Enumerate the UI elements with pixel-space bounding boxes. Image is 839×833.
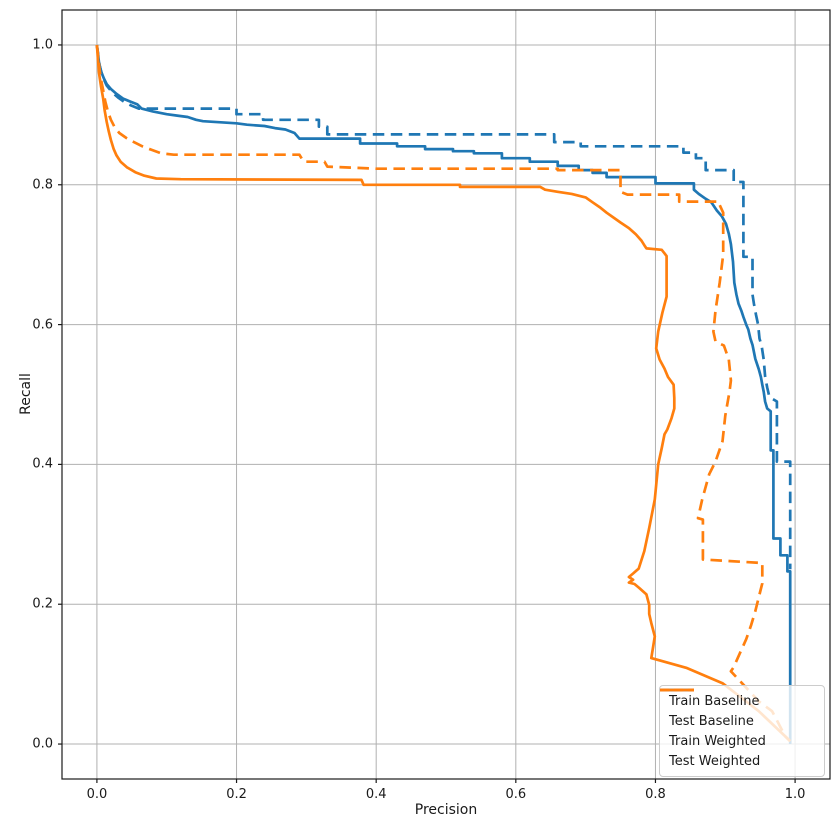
x-tick-label: 0.6 [505, 787, 527, 802]
y-tick-label: 1.0 [32, 37, 53, 53]
y-tick-label: 0.6 [32, 317, 53, 333]
legend-item-test-baseline: Test Baseline [660, 688, 815, 729]
x-tick-label: 0.0 [86, 787, 108, 802]
legend-item-train-baseline: Train Baseline [660, 688, 815, 709]
legend-item-train-weighted: Train Weighted [660, 688, 815, 749]
x-tick-label: 0.2 [226, 787, 247, 802]
x-tick-label: 0.4 [365, 787, 387, 802]
series-line-train-weighted [95, 44, 792, 743]
legend-label: Train Baseline [669, 693, 760, 709]
legend-label: Test Baseline [669, 713, 754, 729]
legend: Train Baseline Test Baseline Train Weighte… [659, 685, 825, 777]
legend-label: Test Weighted [669, 753, 761, 769]
series-line-test-weighted [95, 44, 792, 743]
y-tick-label: 0.4 [32, 456, 53, 472]
y-tick-label: 0.0 [32, 736, 53, 752]
x-axis-label: Precision [414, 802, 478, 818]
series-line-train-baseline [95, 44, 792, 744]
legend-line-sample-test-weighted [660, 688, 694, 692]
legend-label: Train Weighted [669, 733, 766, 749]
y-tick-label: 0.2 [32, 596, 53, 612]
series-line-test-baseline [95, 44, 792, 570]
legend-item-test-weighted: Test Weighted [660, 688, 815, 769]
x-tick-label: 1.0 [784, 787, 806, 802]
y-axis-label: Recall [18, 373, 34, 415]
x-tick-label: 0.8 [645, 787, 666, 802]
y-tick-label: 0.8 [32, 177, 53, 193]
axes-spines [61, 9, 831, 780]
